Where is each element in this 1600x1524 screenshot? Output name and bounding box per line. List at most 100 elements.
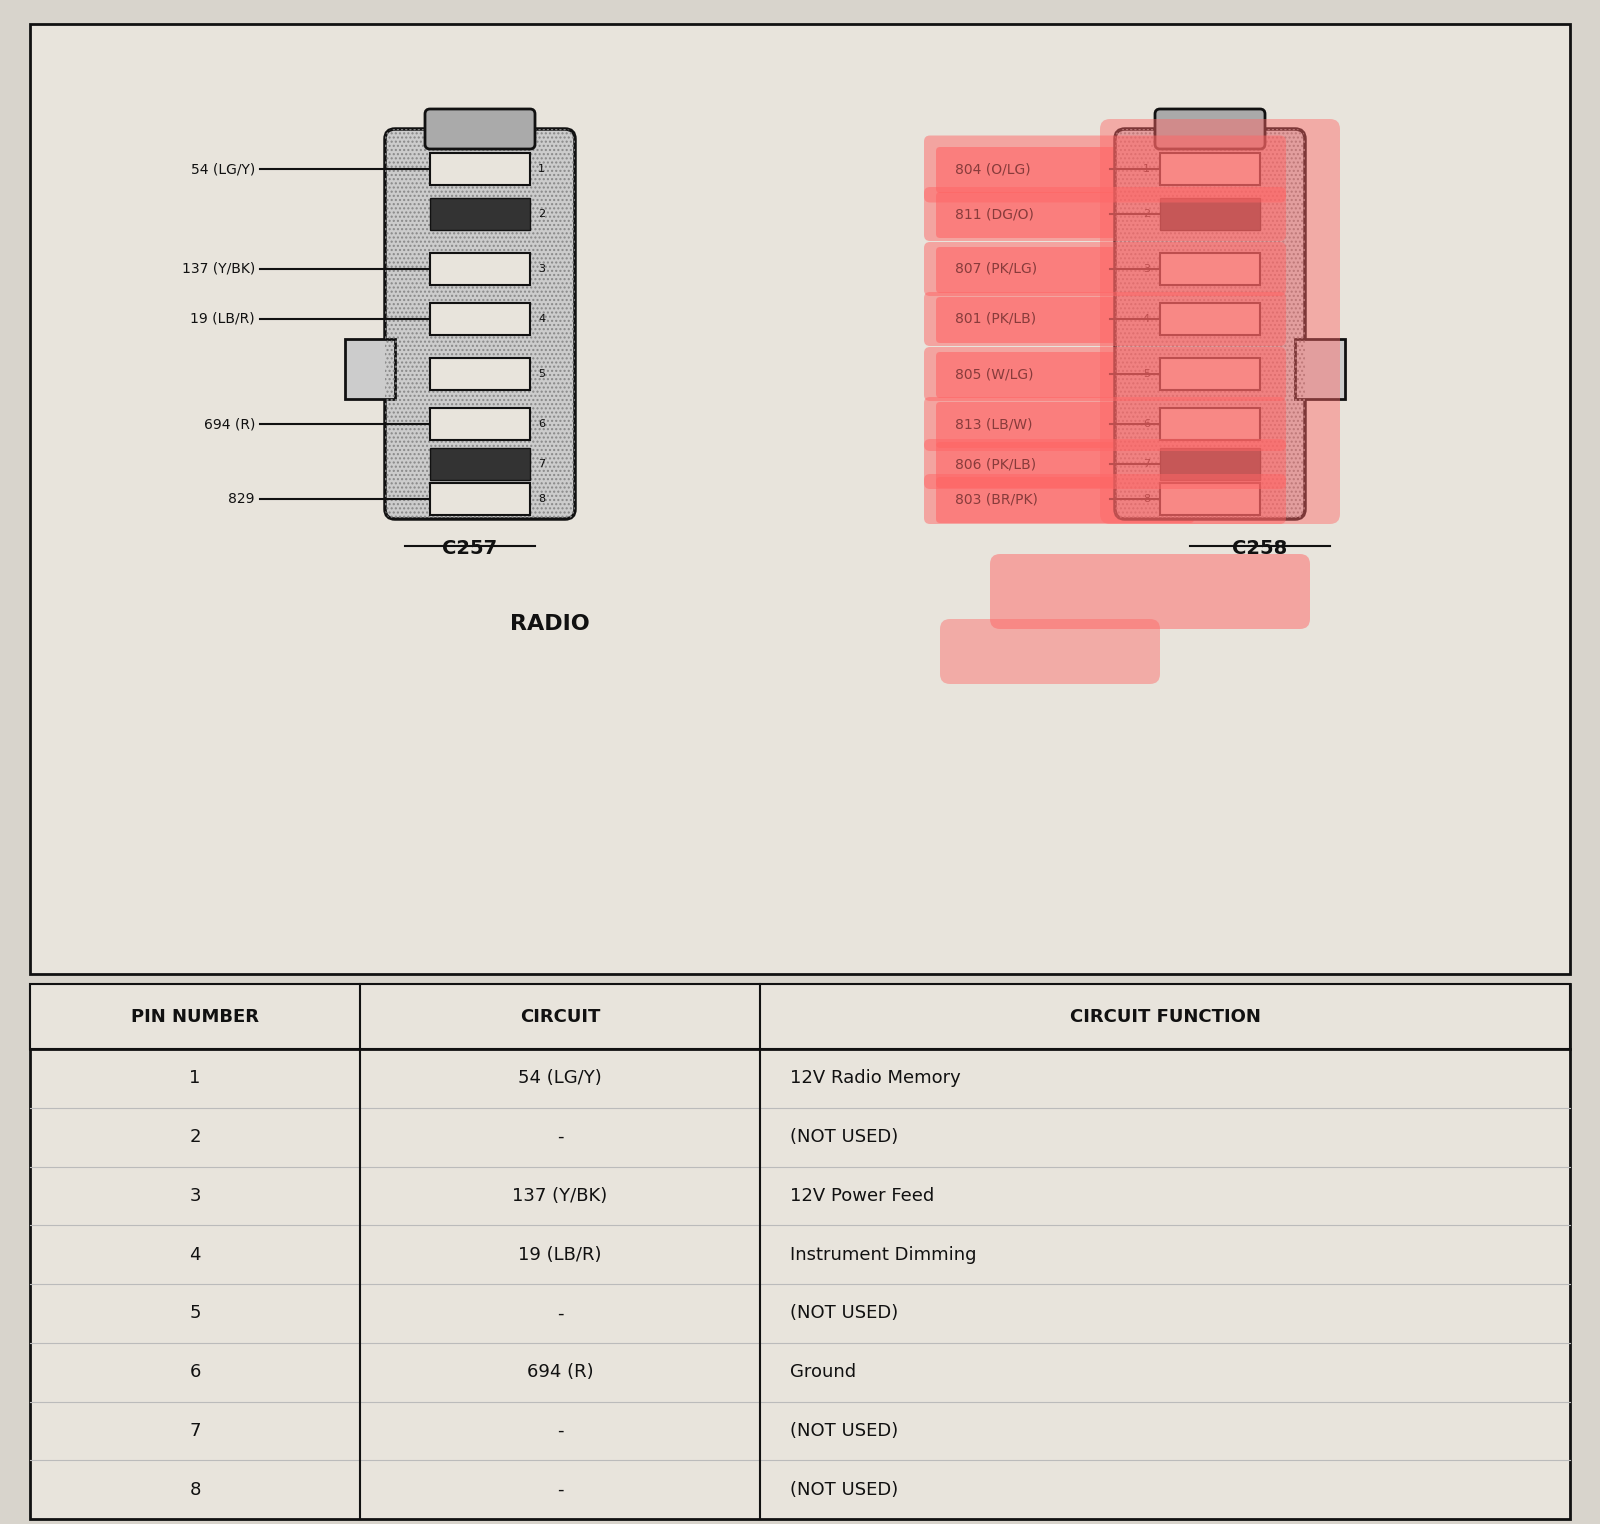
FancyBboxPatch shape: [925, 136, 1286, 203]
Text: 801 (PK/LB): 801 (PK/LB): [955, 312, 1037, 326]
Text: -: -: [557, 1481, 563, 1498]
Text: 3: 3: [1142, 264, 1150, 274]
Text: 7: 7: [189, 1422, 200, 1440]
Text: 829: 829: [229, 492, 254, 506]
Text: -: -: [557, 1128, 563, 1146]
Text: (NOT USED): (NOT USED): [790, 1422, 898, 1440]
Text: 4: 4: [538, 314, 546, 325]
FancyBboxPatch shape: [990, 555, 1310, 629]
Text: RADIO: RADIO: [510, 614, 590, 634]
Text: C257: C257: [443, 539, 498, 558]
Bar: [1160, 198, 1261, 230]
Bar: [430, 448, 530, 480]
Text: 137 (Y/BK): 137 (Y/BK): [512, 1187, 608, 1205]
Text: 3: 3: [189, 1187, 200, 1205]
Text: 54 (LG/Y): 54 (LG/Y): [190, 162, 254, 175]
Text: 1: 1: [1142, 165, 1150, 174]
Bar: [1160, 483, 1261, 515]
Text: 804 (O/LG): 804 (O/LG): [955, 162, 1030, 175]
Text: 5: 5: [538, 369, 546, 379]
Text: 6: 6: [189, 1362, 200, 1381]
FancyBboxPatch shape: [936, 477, 1194, 523]
Bar: [430, 253, 530, 285]
FancyBboxPatch shape: [1115, 130, 1306, 520]
Bar: [430, 303, 530, 335]
FancyBboxPatch shape: [936, 297, 1194, 343]
Text: CIRCUIT FUNCTION: CIRCUIT FUNCTION: [1069, 1007, 1261, 1026]
Text: 813 (LB/W): 813 (LB/W): [955, 418, 1032, 431]
Text: 12V Radio Memory: 12V Radio Memory: [790, 1070, 960, 1088]
Text: 803 (BR/PK): 803 (BR/PK): [955, 492, 1038, 506]
Text: 4: 4: [1142, 314, 1150, 325]
Text: 5: 5: [189, 1305, 200, 1323]
FancyBboxPatch shape: [925, 396, 1286, 451]
Text: 54 (LG/Y): 54 (LG/Y): [518, 1070, 602, 1088]
Text: 19 (LB/R): 19 (LB/R): [518, 1245, 602, 1263]
FancyBboxPatch shape: [925, 242, 1286, 296]
Text: 2: 2: [189, 1128, 200, 1146]
Text: -: -: [557, 1305, 563, 1323]
FancyBboxPatch shape: [936, 247, 1194, 293]
Bar: [1160, 152, 1261, 184]
Text: 2: 2: [1142, 209, 1150, 219]
Text: CIRCUIT: CIRCUIT: [520, 1007, 600, 1026]
Bar: [346, 338, 395, 399]
Text: 2: 2: [538, 209, 546, 219]
Bar: [30, 985, 1570, 1519]
FancyBboxPatch shape: [925, 474, 1286, 524]
Text: C258: C258: [1232, 539, 1288, 558]
FancyBboxPatch shape: [925, 293, 1286, 346]
FancyBboxPatch shape: [941, 619, 1160, 684]
Text: 6: 6: [538, 419, 546, 428]
Text: 806 (PK/LB): 806 (PK/LB): [955, 457, 1037, 471]
Bar: [1160, 408, 1261, 440]
Text: 6: 6: [1142, 419, 1150, 428]
Bar: [30, 985, 1570, 1049]
FancyBboxPatch shape: [936, 352, 1194, 398]
Text: 8: 8: [189, 1481, 200, 1498]
Bar: [1160, 303, 1261, 335]
Text: 5: 5: [1142, 369, 1150, 379]
Bar: [430, 358, 530, 390]
Bar: [1160, 358, 1261, 390]
Text: 7: 7: [1142, 459, 1150, 469]
Bar: [1160, 448, 1261, 480]
Text: 807 (PK/LG): 807 (PK/LG): [955, 262, 1037, 276]
FancyBboxPatch shape: [936, 192, 1194, 238]
Text: (NOT USED): (NOT USED): [790, 1128, 898, 1146]
Bar: [1160, 253, 1261, 285]
FancyBboxPatch shape: [1101, 119, 1341, 524]
FancyBboxPatch shape: [1155, 110, 1266, 149]
Text: 8: 8: [538, 494, 546, 504]
Text: 4: 4: [189, 1245, 200, 1263]
Text: PIN NUMBER: PIN NUMBER: [131, 1007, 259, 1026]
FancyBboxPatch shape: [386, 130, 574, 520]
Text: Ground: Ground: [790, 1362, 856, 1381]
Text: -: -: [557, 1422, 563, 1440]
Text: 8: 8: [1142, 494, 1150, 504]
Bar: [1294, 338, 1346, 399]
FancyBboxPatch shape: [936, 442, 1194, 488]
Text: 811 (DG/O): 811 (DG/O): [955, 207, 1034, 221]
Text: 694 (R): 694 (R): [203, 418, 254, 431]
Text: Instrument Dimming: Instrument Dimming: [790, 1245, 976, 1263]
Text: 3: 3: [538, 264, 546, 274]
Bar: [430, 483, 530, 515]
Text: (NOT USED): (NOT USED): [790, 1481, 898, 1498]
Text: 805 (W/LG): 805 (W/LG): [955, 367, 1034, 381]
FancyBboxPatch shape: [936, 402, 1194, 448]
Text: 7: 7: [538, 459, 546, 469]
Text: 19 (LB/R): 19 (LB/R): [190, 312, 254, 326]
Bar: [430, 198, 530, 230]
FancyBboxPatch shape: [925, 187, 1286, 241]
FancyBboxPatch shape: [30, 24, 1570, 974]
Text: 1: 1: [538, 165, 546, 174]
Bar: [430, 152, 530, 184]
Text: (NOT USED): (NOT USED): [790, 1305, 898, 1323]
Text: 1: 1: [189, 1070, 200, 1088]
Text: 12V Power Feed: 12V Power Feed: [790, 1187, 934, 1205]
Text: 694 (R): 694 (R): [526, 1362, 594, 1381]
FancyBboxPatch shape: [925, 439, 1286, 489]
FancyBboxPatch shape: [426, 110, 534, 149]
Text: 137 (Y/BK): 137 (Y/BK): [182, 262, 254, 276]
